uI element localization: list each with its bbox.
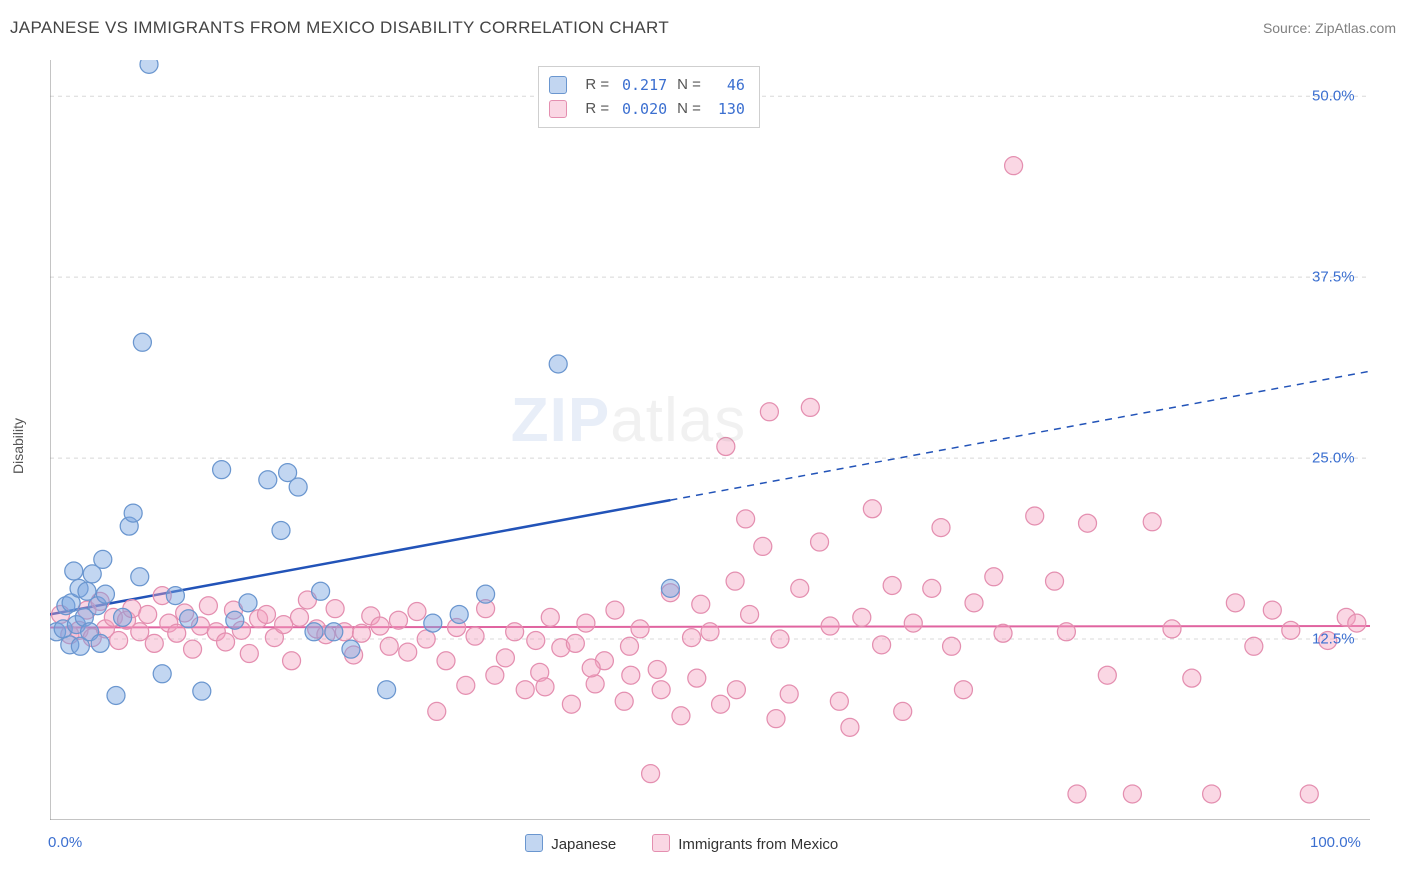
legend-item-japanese: Japanese: [525, 834, 616, 853]
swatch-mexico: [652, 834, 670, 852]
stats-label-r: R =: [585, 73, 609, 97]
swatch-mexico: [549, 100, 567, 118]
page-title: JAPANESE VS IMMIGRANTS FROM MEXICO DISAB…: [10, 18, 669, 38]
legend-label-mexico: Immigrants from Mexico: [678, 836, 838, 853]
x-tick-label: 0.0%: [48, 834, 82, 851]
stats-row-japanese: R = 0.217 N = 46: [549, 73, 745, 97]
stats-n-japanese: 46: [711, 73, 745, 97]
stats-n-mexico: 130: [711, 97, 745, 121]
swatch-japanese: [549, 76, 567, 94]
x-tick-label: 100.0%: [1310, 834, 1361, 851]
stats-label-n: N =: [677, 73, 701, 97]
y-tick-label: 12.5%: [1312, 631, 1355, 648]
stats-r-japanese: 0.217: [619, 73, 667, 97]
legend-label-japanese: Japanese: [551, 836, 616, 853]
swatch-japanese: [525, 834, 543, 852]
stats-legend: R = 0.217 N = 46 R = 0.020 N = 130: [538, 66, 760, 128]
legend-item-mexico: Immigrants from Mexico: [652, 834, 838, 853]
y-tick-label: 37.5%: [1312, 269, 1355, 286]
y-axis-label: Disability: [10, 418, 26, 474]
bottom-legend: Japanese Immigrants from Mexico: [525, 834, 838, 853]
stats-row-mexico: R = 0.020 N = 130: [549, 97, 745, 121]
y-tick-label: 25.0%: [1312, 450, 1355, 467]
stats-label-n: N =: [677, 97, 701, 121]
scatter-plot-svg: [50, 60, 1370, 820]
stats-r-mexico: 0.020: [619, 97, 667, 121]
plot-area: ZIPatlas R = 0.217 N = 46 R = 0.020 N = …: [50, 60, 1370, 820]
y-tick-label: 50.0%: [1312, 88, 1355, 105]
source-label: Source: ZipAtlas.com: [1263, 20, 1396, 36]
stats-label-r: R =: [585, 97, 609, 121]
